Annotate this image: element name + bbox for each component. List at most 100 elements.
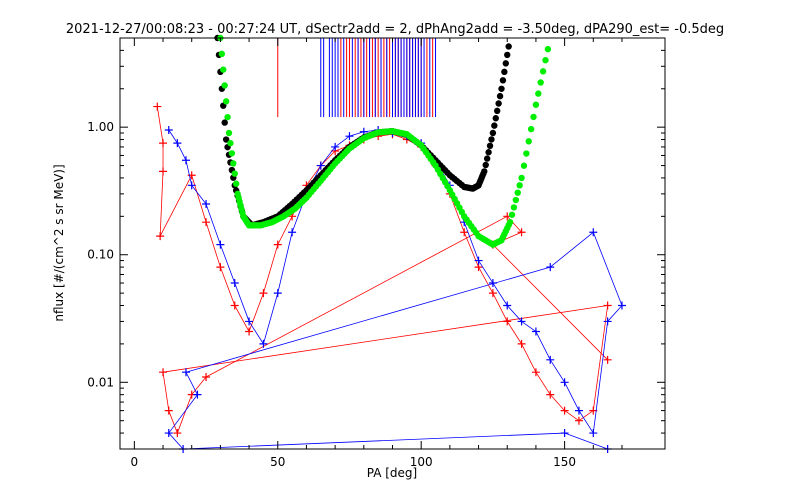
data-point [173,139,182,148]
data-point [617,301,626,310]
fit-point [527,125,535,133]
red-series [153,102,612,438]
data-point [181,368,190,377]
fit-point [218,50,226,58]
data-point [288,228,297,237]
fit-point [514,189,521,196]
fit-point [506,218,514,226]
data-point [345,132,354,141]
series-segment [156,106,164,144]
fit-point [530,113,537,121]
series-segment [277,232,293,294]
fit-point [499,77,507,84]
series-segment [463,222,479,261]
fit-point [535,90,542,97]
series-segment [592,321,609,434]
series-segment [191,185,207,205]
data-point [546,390,555,399]
fit-point [221,119,228,126]
series-segment [248,292,264,332]
fit-point [228,150,236,157]
series-segment [263,244,279,294]
series-segment [334,135,350,148]
series-segment [248,321,264,345]
fit-point [518,174,525,182]
fit-point [532,101,540,108]
series-segment [549,359,565,383]
series-segment [564,432,608,450]
series-segment [578,410,594,434]
fit-point [502,60,510,67]
data-point [164,126,173,135]
data-point [546,355,555,364]
series-segment [478,260,494,284]
fit-point [225,129,233,137]
data-point [159,368,168,377]
fit-point [498,85,505,92]
series-segment [168,394,198,434]
fit-point [483,155,491,162]
fit-point [222,136,230,143]
data-point [603,355,612,364]
data-point [164,406,173,415]
x-tick-label: 50 [270,455,285,469]
series-segment [185,160,193,186]
series-segment [506,305,522,322]
data-point [531,368,540,377]
data-point [331,142,340,151]
y-axis-ticks: 0.01 0.10 1.00 [87,37,665,450]
fit-point [505,43,512,50]
fit-point [544,45,552,53]
series-segment [162,305,608,373]
data-point [531,327,540,336]
data-point [273,289,282,298]
fit-point [512,196,520,204]
series-segment [506,216,522,233]
series-segment [159,175,193,237]
data-point [517,339,526,348]
data-point [273,240,282,249]
fit-point [495,100,502,107]
series-segment [535,331,551,361]
data-point [316,161,325,170]
series-segment [592,305,609,411]
fit-point [231,170,238,177]
series-segment [220,266,236,306]
fit-point [220,66,227,73]
series-segment [183,432,565,450]
series-segment [159,171,164,237]
data-point [488,279,497,288]
data-point [603,317,612,326]
series-segment [607,305,623,322]
series-segment [535,371,551,395]
fit-point [491,122,498,129]
data-point [503,317,512,326]
data-point [216,240,225,249]
series-segment [168,410,178,434]
series-segment [277,216,293,245]
x-tick-label: 0 [131,455,139,469]
fit-point [485,149,492,156]
fit-point [232,180,240,187]
series-segment [478,266,494,294]
data-point [503,301,512,310]
fit-point [488,136,495,143]
fit-point [492,115,499,122]
x-axis-ticks: 0 50 100 150 [131,38,623,469]
series-segment [492,292,508,322]
series-segment [176,394,193,434]
fit-point [481,168,488,175]
series-segment [177,142,187,161]
green-fit-curve [217,34,552,248]
data-point [245,317,254,326]
fit-point [510,204,518,211]
data-point [173,429,182,438]
series-segment [578,410,594,422]
fit-point [520,162,528,169]
data-point [193,390,202,399]
series-segment [492,282,508,306]
fit-point [222,98,230,105]
series-segment [205,222,221,268]
series-segment [185,266,551,373]
